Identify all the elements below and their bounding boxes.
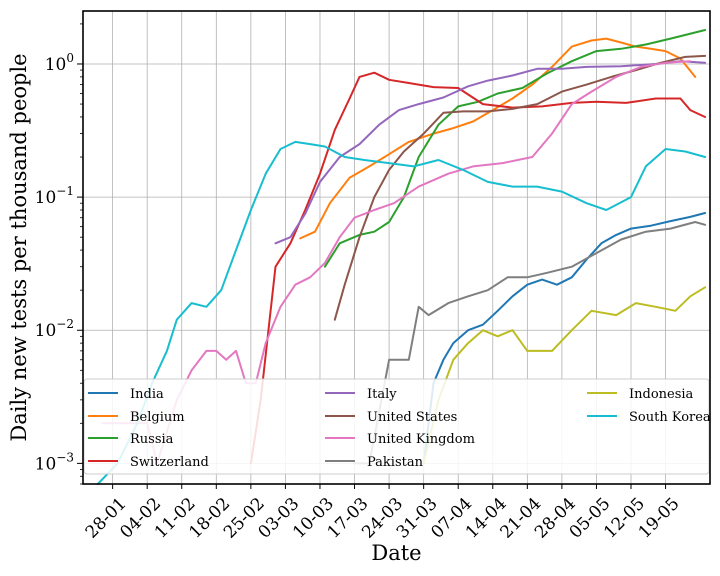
series-line-south-korea: [96, 140, 707, 485]
series-line-belgium: [299, 37, 697, 240]
y-tick-label: 10−3: [35, 450, 74, 474]
legend-label: Italy: [367, 387, 397, 402]
y-tick-label: 100: [45, 51, 74, 75]
series-line-switzerland: [249, 71, 707, 465]
series-line-united-states: [333, 54, 707, 321]
y-tick-label: 10−1: [35, 184, 74, 208]
series-lines: [96, 29, 707, 485]
y-tick-label: 10−2: [35, 317, 74, 341]
series-line-india: [422, 212, 707, 465]
plot-frame: [82, 10, 711, 485]
legend-label: Russia: [130, 432, 174, 447]
series-line-indonesia: [422, 286, 707, 465]
legend-label: Indonesia: [629, 387, 694, 402]
legend-label: United Kingdom: [367, 432, 475, 447]
legend-label: Switzerland: [130, 455, 209, 470]
legend: India Belgium Russia Switzerland Italy United…: [83, 378, 711, 475]
legend-label: Pakistan: [367, 455, 424, 470]
legend-label: India: [130, 387, 164, 402]
legend-label: United States: [367, 410, 457, 425]
y-axis-title: Daily new tests per thousand people: [7, 53, 31, 441]
x-axis-title: Date: [371, 541, 421, 565]
series-line-pakistan: [353, 221, 707, 465]
legend-box: [83, 378, 710, 475]
legend-label: South Korea: [629, 410, 711, 425]
series-line-united-kingdom: [101, 60, 692, 465]
series-line-italy: [274, 60, 707, 245]
legend-label: Belgium: [130, 410, 185, 425]
